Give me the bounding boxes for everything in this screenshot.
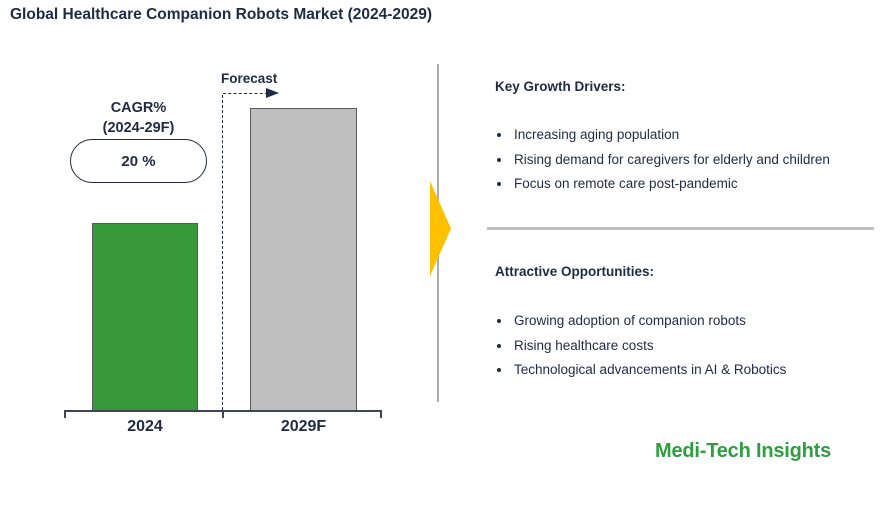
bar-2029f <box>250 108 357 411</box>
axis-tick <box>222 412 224 418</box>
list-item-text: Rising healthcare costs <box>514 337 654 353</box>
cagr-label: CAGR% (2024-29F) <box>70 98 207 138</box>
bar-2024 <box>92 223 198 411</box>
growth-drivers-heading: Key Growth Drivers: <box>495 79 626 94</box>
brand-logo: Medi-Tech Insights <box>655 440 832 462</box>
list-item: Rising demand for caregivers for elderly… <box>495 148 885 173</box>
list-item-text: Technological advancements in AI & Robot… <box>514 362 787 378</box>
flow-arrow-icon <box>430 181 451 276</box>
x-axis-label-2024: 2024 <box>127 418 163 435</box>
list-item: Rising healthcare costs <box>495 334 885 359</box>
page-title: Global Healthcare Companion Robots Marke… <box>10 6 433 23</box>
cagr-label-line1: CAGR% <box>110 100 167 116</box>
bullet-icon <box>497 368 501 373</box>
forecast-label: Forecast <box>221 71 278 86</box>
forecast-dashed-connector <box>223 93 268 94</box>
x-axis-label-2029f: 2029F <box>280 418 327 435</box>
bullet-icon <box>497 157 501 162</box>
list-item-text: Growing adoption of companion robots <box>514 313 746 328</box>
axis-tick <box>64 412 66 418</box>
bullet-icon <box>497 343 501 348</box>
cagr-value-pill: 20 % <box>70 139 207 183</box>
list-item: Increasing aging population <box>495 123 885 148</box>
bullet-icon <box>497 319 501 323</box>
section-divider <box>487 227 874 230</box>
opportunities-heading: Attractive Opportunities: <box>495 264 655 279</box>
list-item: Focus on remote care post-pandemic <box>495 172 885 197</box>
cagr-label-line2: (2024-29F) <box>102 120 175 136</box>
list-item-text: Rising demand for caregivers for elderly… <box>514 151 830 167</box>
cagr-value: 20 % <box>121 152 156 170</box>
list-item: Technological advancements in AI & Robot… <box>495 358 885 383</box>
bullet-icon <box>497 133 501 137</box>
opportunities-list: Growing adoption of companion robots Ris… <box>495 309 885 383</box>
forecast-arrowhead-icon <box>266 88 279 98</box>
forecast-dashed-line <box>222 95 223 410</box>
bullet-icon <box>497 182 501 187</box>
list-item-text: Increasing aging population <box>514 127 680 142</box>
x-axis <box>64 410 382 418</box>
growth-drivers-list: Increasing aging population Rising deman… <box>495 123 885 197</box>
axis-tick <box>380 412 382 418</box>
list-item: Growing adoption of companion robots <box>495 309 885 334</box>
list-item-text: Focus on remote care post-pandemic <box>514 176 738 192</box>
